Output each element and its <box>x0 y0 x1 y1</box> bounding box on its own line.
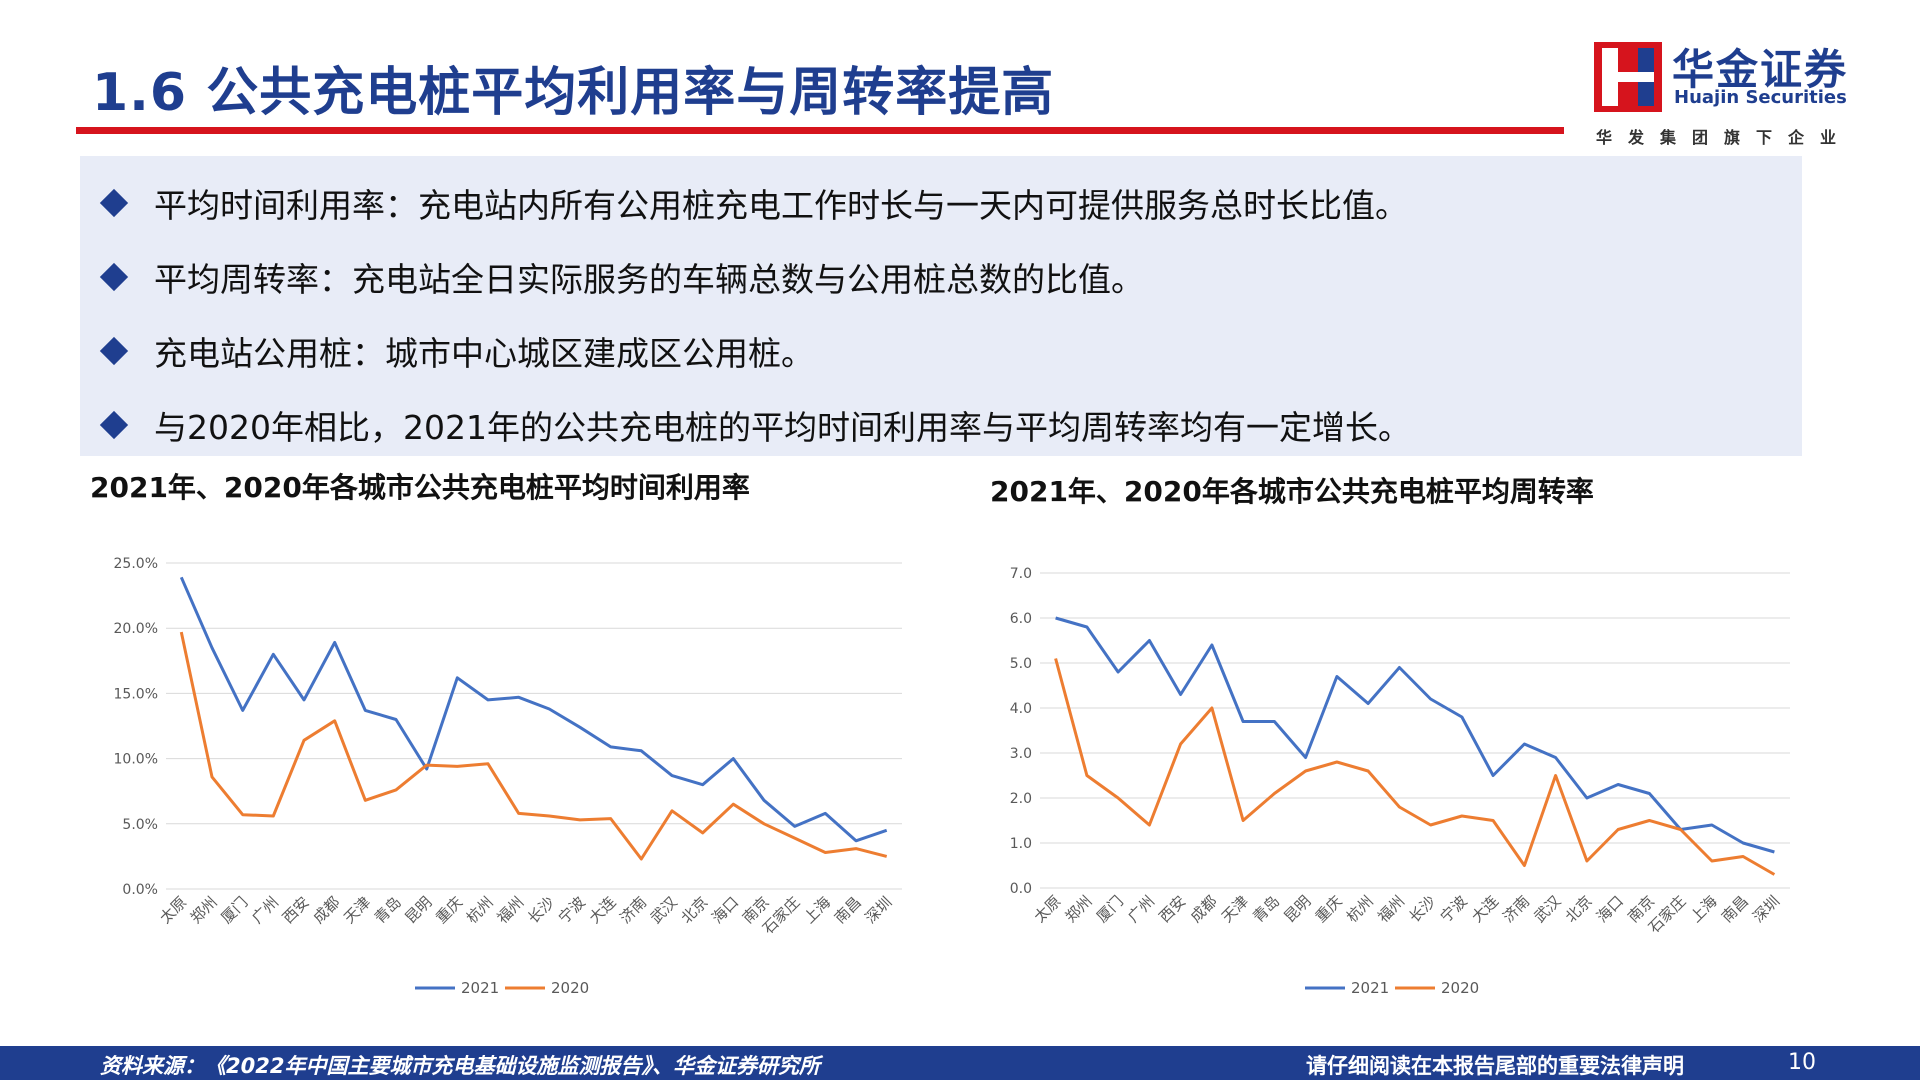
x-tick-label: 宁波 <box>555 893 589 927</box>
bullet-text: 平均时间利用率：充电站内所有公用桩充电工作时长与一天内可提供服务总时长比值。 <box>154 186 1408 225</box>
x-tick-label: 海口 <box>1593 892 1627 926</box>
x-tick-label: 杭州 <box>1343 892 1377 926</box>
y-tick-label: 0.0 <box>1010 881 1032 897</box>
x-tick-label: 厦门 <box>1093 892 1127 926</box>
y-tick-label: 2.0 <box>1010 791 1032 807</box>
x-tick-label: 南昌 <box>831 893 865 927</box>
x-tick-label: 杭州 <box>463 893 497 927</box>
x-tick-label: 天津 <box>1218 892 1252 926</box>
y-tick-label: 6.0 <box>1010 611 1032 627</box>
huajin-logo-icon <box>1594 42 1662 112</box>
logo-chinese-name: 华金证券 <box>1672 45 1849 94</box>
logo-subtitle: 华发集团旗下企业 <box>1596 128 1853 147</box>
legend-label: 2020 <box>1441 979 1479 997</box>
bullet-item: 平均周转率：充电站全日实际服务的车辆总数与公用桩总数的比值。 <box>98 247 1144 307</box>
y-tick-label: 1.0 <box>1010 836 1032 852</box>
x-tick-label: 上海 <box>800 893 834 927</box>
x-tick-label: 大连 <box>1468 892 1502 926</box>
x-tick-label: 武汉 <box>1531 892 1565 926</box>
series-line-2021 <box>179 576 888 843</box>
page-number: 10 <box>1788 1050 1816 1075</box>
legend-label: 2021 <box>461 979 499 997</box>
x-tick-label: 大连 <box>586 893 620 927</box>
x-tick-label: 南昌 <box>1718 892 1752 926</box>
x-tick-label: 福州 <box>494 893 528 927</box>
x-tick-label: 济南 <box>1499 892 1533 926</box>
footer-legal-notice: 请仔细阅读在本报告尾部的重要法律声明 <box>1306 1054 1684 1078</box>
y-tick-label: 15.0% <box>114 686 158 702</box>
chart-title-turnover: 2021年、2020年各城市公共充电桩平均周转率 <box>990 475 1594 508</box>
x-tick-label: 青岛 <box>1249 892 1283 926</box>
y-tick-label: 25.0% <box>114 556 158 572</box>
x-tick-label: 太原 <box>156 893 190 927</box>
turnover-line-chart: 7.0 6.0 5.0 4.0 3.0 2.0 1.0 0.0太原郑州厦门广州西安成都天津青岛… <box>1010 566 1790 997</box>
diamond-bullet-icon <box>99 188 129 218</box>
x-tick-label: 北京 <box>1562 892 1596 926</box>
footer-bar: 资料来源：《2022年中国主要城市充电基础设施监测报告》、华金证券研究所 请仔细… <box>0 1046 1920 1080</box>
x-tick-label: 重庆 <box>432 893 466 927</box>
x-tick-label: 西安 <box>1156 892 1190 926</box>
x-tick-label: 成都 <box>310 893 344 927</box>
x-tick-label: 青岛 <box>371 893 405 927</box>
x-tick-label: 厦门 <box>218 893 252 927</box>
bullet-item: 平均时间利用率：充电站内所有公用桩充电工作时长与一天内可提供服务总时长比值。 <box>98 173 1408 233</box>
bullet-item: 充电站公用桩：城市中心城区建成区公用桩。 <box>98 321 814 381</box>
chart-title-utilization: 2021年、2020年各城市公共充电桩平均时间利用率 <box>90 471 750 504</box>
x-tick-label: 郑州 <box>187 893 221 927</box>
x-tick-label: 天津 <box>340 893 374 927</box>
x-tick-label: 长沙 <box>524 893 558 927</box>
series-line-2021 <box>1055 616 1775 854</box>
y-tick-label: 10.0% <box>114 752 158 768</box>
legend-label: 2021 <box>1351 979 1389 997</box>
y-tick-label: 3.0 <box>1010 746 1032 762</box>
x-tick-label: 长沙 <box>1406 892 1440 926</box>
bullet-text: 充电站公用桩：城市中心城区建成区公用桩。 <box>154 334 814 373</box>
x-tick-label: 西安 <box>279 893 313 927</box>
x-tick-label: 济南 <box>616 893 650 927</box>
x-tick-label: 福州 <box>1374 892 1408 926</box>
x-tick-label: 深圳 <box>862 893 896 927</box>
bullet-text: 平均周转率：充电站全日实际服务的车辆总数与公用桩总数的比值。 <box>154 260 1144 299</box>
legend-label: 2020 <box>551 979 589 997</box>
bullet-text: 与2020年相比，2021年的公共充电桩的平均时间利用率与平均周转率均有一定增长… <box>154 408 1411 447</box>
x-tick-label: 成都 <box>1187 892 1221 926</box>
x-tick-label: 上海 <box>1687 892 1721 926</box>
x-tick-label: 郑州 <box>1062 892 1096 926</box>
x-tick-label: 武汉 <box>647 893 681 927</box>
diamond-bullet-icon <box>99 262 129 292</box>
series-line-2020 <box>1054 658 1776 876</box>
y-tick-label: 4.0 <box>1010 701 1032 717</box>
x-tick-label: 宁波 <box>1437 892 1471 926</box>
x-tick-label: 重庆 <box>1312 892 1346 926</box>
y-tick-label: 0.0% <box>122 882 158 898</box>
x-tick-label: 北京 <box>678 893 712 927</box>
logo-english-name: Huajin Securities <box>1674 87 1847 108</box>
diamond-bullet-icon <box>99 410 129 440</box>
y-tick-label: 5.0% <box>122 817 158 833</box>
y-tick-label: 20.0% <box>114 621 158 637</box>
footer-source: 资料来源：《2022年中国主要城市充电基础设施监测报告》、华金证券研究所 <box>100 1054 820 1078</box>
y-tick-label: 5.0 <box>1010 656 1032 672</box>
x-tick-label: 深圳 <box>1749 892 1783 926</box>
x-tick-label: 海口 <box>708 893 742 927</box>
x-tick-label: 广州 <box>1124 892 1158 926</box>
diamond-bullet-icon <box>99 336 129 366</box>
company-logo: 华金证券 Huajin Securities 华发集团旗下企业 <box>1594 40 1874 147</box>
y-tick-label: 7.0 <box>1010 566 1032 582</box>
x-tick-label: 广州 <box>248 893 282 927</box>
bullet-item: 与2020年相比，2021年的公共充电桩的平均时间利用率与平均周转率均有一定增长… <box>98 395 1411 455</box>
x-tick-label: 太原 <box>1031 892 1065 926</box>
x-tick-label: 昆明 <box>402 893 436 927</box>
page-title: 1.6 公共充电桩平均利用率与周转率提高 <box>92 63 1055 123</box>
utilization-line-chart: 25.0% 20.0% 15.0% 10.0% 5.0% 0.0%太原郑州厦门广州西安成都… <box>114 556 902 997</box>
x-tick-label: 昆明 <box>1281 892 1315 926</box>
title-divider <box>76 127 1564 134</box>
definitions-box: 平均时间利用率：充电站内所有公用桩充电工作时长与一天内可提供服务总时长比值。 平… <box>80 156 1802 456</box>
series-line-2020 <box>179 631 888 861</box>
